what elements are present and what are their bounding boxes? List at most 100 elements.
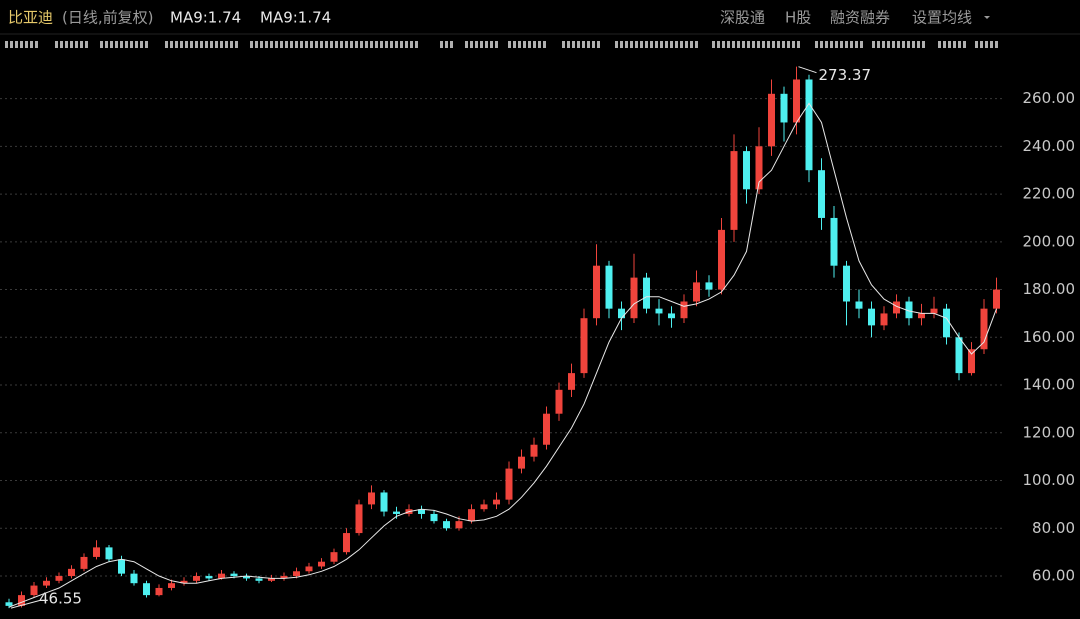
event-marker: [100, 41, 103, 48]
event-markers: [5, 41, 998, 48]
candle-body: [580, 318, 588, 374]
candle-body: [30, 585, 38, 596]
candle-body: [430, 513, 438, 522]
candle-body: [18, 595, 25, 606]
event-marker: [680, 41, 683, 48]
event-marker: [125, 41, 128, 48]
candle-body: [368, 492, 375, 505]
y-tick-label: 260.00: [1023, 89, 1076, 107]
candle-body: [818, 170, 825, 218]
y-tick-label: 80.00: [1032, 519, 1075, 537]
event-marker: [742, 41, 745, 48]
event-marker: [737, 41, 740, 48]
event-marker: [762, 41, 765, 48]
event-marker: [250, 41, 253, 48]
menu-item[interactable]: H股: [785, 9, 811, 27]
candle-body: [805, 79, 813, 171]
menu-item[interactable]: 深股通: [720, 9, 765, 27]
event-marker: [280, 41, 283, 48]
candle-body: [780, 93, 788, 123]
event-marker: [645, 41, 648, 48]
event-marker: [907, 41, 910, 48]
event-marker: [815, 41, 818, 48]
annotation-arrow: [798, 66, 817, 74]
event-marker: [5, 41, 8, 48]
event-marker: [475, 41, 478, 48]
event-marker: [630, 41, 633, 48]
candle-body: [480, 504, 488, 510]
event-marker: [440, 41, 443, 48]
event-marker: [255, 41, 258, 48]
y-tick-label: 120.00: [1023, 423, 1076, 441]
event-marker: [335, 41, 338, 48]
dropdown-arrow[interactable]: [984, 16, 990, 19]
event-marker: [370, 41, 373, 48]
event-marker: [577, 41, 580, 48]
candle-body: [680, 301, 688, 319]
candle-body: [130, 573, 138, 584]
candle-body: [468, 509, 475, 522]
event-marker: [513, 41, 516, 48]
event-marker: [70, 41, 73, 48]
event-marker: [185, 41, 188, 48]
event-marker: [165, 41, 168, 48]
event-marker: [792, 41, 795, 48]
event-marker: [380, 41, 383, 48]
candle-body: [518, 456, 525, 469]
event-marker: [120, 41, 123, 48]
event-marker: [872, 41, 875, 48]
event-marker: [265, 41, 268, 48]
event-marker: [195, 41, 198, 48]
event-marker: [882, 41, 885, 48]
candle-body: [618, 308, 625, 319]
event-marker: [300, 41, 303, 48]
event-marker: [523, 41, 526, 48]
candle-body: [693, 282, 700, 302]
event-marker: [845, 41, 848, 48]
event-marker: [470, 41, 473, 48]
event-marker: [225, 41, 228, 48]
y-tick-label: 200.00: [1023, 232, 1076, 250]
event-marker: [767, 41, 770, 48]
event-marker: [772, 41, 775, 48]
candle-body: [205, 576, 213, 579]
candle-body: [980, 308, 988, 350]
event-marker: [592, 41, 595, 48]
event-marker: [400, 41, 403, 48]
candle-body: [543, 413, 550, 445]
event-marker: [305, 41, 308, 48]
event-marker: [320, 41, 323, 48]
event-marker: [345, 41, 348, 48]
event-marker: [65, 41, 68, 48]
menu-item[interactable]: 设置均线: [912, 9, 972, 27]
y-tick-label: 160.00: [1023, 328, 1076, 346]
menu-item[interactable]: 融资融券: [830, 9, 890, 27]
event-marker: [395, 41, 398, 48]
event-marker: [640, 41, 643, 48]
candle-body: [993, 289, 1000, 309]
candle-body: [930, 308, 938, 314]
event-marker: [877, 41, 880, 48]
event-marker: [60, 41, 63, 48]
candle-body: [755, 146, 763, 190]
candle-body: [830, 217, 838, 266]
ma-line: [8, 102, 997, 608]
candle-body: [668, 313, 675, 319]
max-price-label: 273.37: [819, 66, 872, 84]
event-marker: [635, 41, 638, 48]
y-tick-label: 60.00: [1032, 567, 1075, 585]
candle-body: [68, 568, 75, 577]
event-marker: [135, 41, 138, 48]
event-marker: [405, 41, 408, 48]
event-marker: [917, 41, 920, 48]
event-marker: [385, 41, 388, 48]
event-marker: [855, 41, 858, 48]
event-marker: [752, 41, 755, 48]
event-marker: [958, 41, 961, 48]
event-marker: [110, 41, 113, 48]
event-marker: [567, 41, 570, 48]
event-marker: [330, 41, 333, 48]
event-marker: [587, 41, 590, 48]
